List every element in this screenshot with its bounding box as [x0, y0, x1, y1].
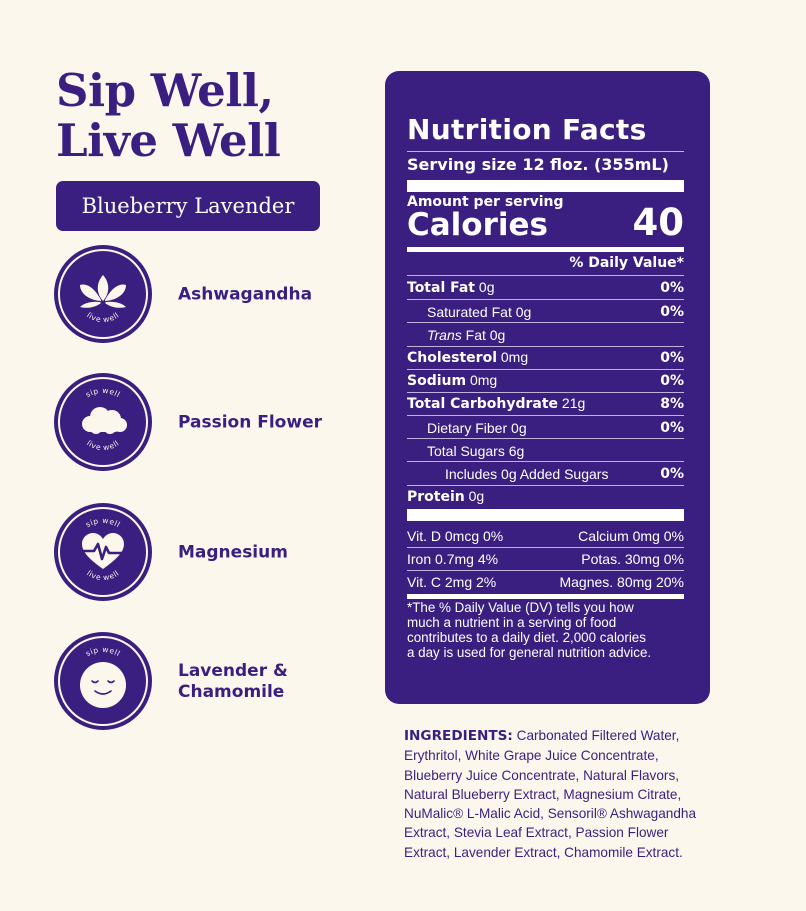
ingredient-lavender-chamomile: sip well Lavender & Chamomile: [54, 632, 354, 732]
badge-text-top: sip well: [84, 645, 121, 658]
row-saturated-fat: Saturated Fat 0g 0%: [427, 303, 684, 320]
row-cholesterol: Cholesterol 0mg 0%: [407, 349, 684, 366]
daily-value-footnote: *The % Daily Value (DV) tells you how mu…: [407, 600, 652, 660]
row-total-fat: Total Fat 0g 0%: [407, 279, 684, 296]
badge-text-bottom: live well: [85, 569, 120, 583]
row-protein: Protein 0g: [407, 488, 485, 505]
row-added-sugars: Includes 0g Added Sugars 0%: [445, 465, 684, 482]
row-trans-fat: Trans Fat 0g: [427, 326, 506, 343]
row-dietary-fiber: Dietary Fiber 0g 0%: [427, 419, 684, 436]
svg-text:live well: live well: [85, 439, 121, 453]
svg-text:sip well: sip well: [84, 645, 122, 658]
vitamin-row: Vit. C 2mg 2% Magnes. 80mg 20%: [407, 573, 684, 590]
nutrition-facts-panel: Nutrition Facts Serving size 12 floz. (3…: [385, 71, 710, 704]
badge-text-top: sip well: [84, 386, 121, 399]
headline-line-1: Sip Well,: [56, 64, 274, 117]
smiley-icon: sip well: [80, 645, 126, 708]
amount-per-serving: Amount per serving: [407, 194, 564, 210]
badge-text-bottom: live well: [85, 439, 120, 453]
ingredient-label: Lavender & Chamomile: [178, 661, 288, 702]
ingredient-passion-flower: sip well live well Passion Flower: [54, 373, 354, 473]
ingredient-label: Passion Flower: [178, 412, 322, 433]
ingredient-label: Ashwagandha: [178, 284, 313, 305]
calories-label: Calories: [407, 207, 548, 243]
lotus-icon: live well: [80, 275, 126, 325]
vitamin-row: Iron 0.7mg 4% Potas. 30mg 0%: [407, 550, 684, 567]
svg-text:sip well: sip well: [84, 386, 122, 399]
ingredient-ashwagandha: live well Ashwagandha: [54, 245, 354, 345]
svg-text:live well: live well: [85, 311, 121, 325]
badge-text-top: sip well: [84, 516, 121, 529]
ingredients-list: INGREDIENTS: Carbonated Filtered Water, …: [404, 726, 704, 862]
ingredient-badge: sip well: [54, 632, 152, 730]
nutrition-title: Nutrition Facts: [407, 113, 647, 146]
cloud-icon: sip well live well: [82, 386, 127, 453]
heartbeat-icon: sip well live well: [78, 516, 128, 583]
flavor-badge: Blueberry Lavender: [56, 181, 320, 231]
ingredients-label: INGREDIENTS:: [404, 728, 513, 744]
ingredient-badge: sip well live well: [54, 373, 152, 471]
ingredient-badge: live well: [54, 245, 152, 343]
ingredient-magnesium: sip well live well Magnesium: [54, 503, 354, 603]
row-total-sugars: Total Sugars 6g: [427, 442, 525, 459]
svg-text:live well: live well: [85, 569, 121, 583]
svg-text:sip well: sip well: [84, 516, 122, 529]
calories-value: 40: [632, 201, 685, 244]
ingredients-text: Carbonated Filtered Water, Erythritol, W…: [404, 728, 697, 860]
ingredient-label: Magnesium: [178, 542, 288, 563]
row-total-carbohydrate: Total Carbohydrate 21g 8%: [407, 395, 684, 412]
headline-line-2: Live Well: [56, 114, 281, 167]
daily-value-header: % Daily Value*: [569, 255, 684, 271]
badge-text-bottom: live well: [85, 311, 120, 325]
ingredient-badge: sip well live well: [54, 503, 152, 601]
serving-size: Serving size 12 floz. (355mL): [407, 155, 669, 174]
row-sodium: Sodium 0mg 0%: [407, 372, 684, 389]
headline: Sip Well, Live Well: [56, 64, 281, 167]
vitamin-row: Vit. D 0mcg 0% Calcium 0mg 0%: [407, 527, 684, 544]
